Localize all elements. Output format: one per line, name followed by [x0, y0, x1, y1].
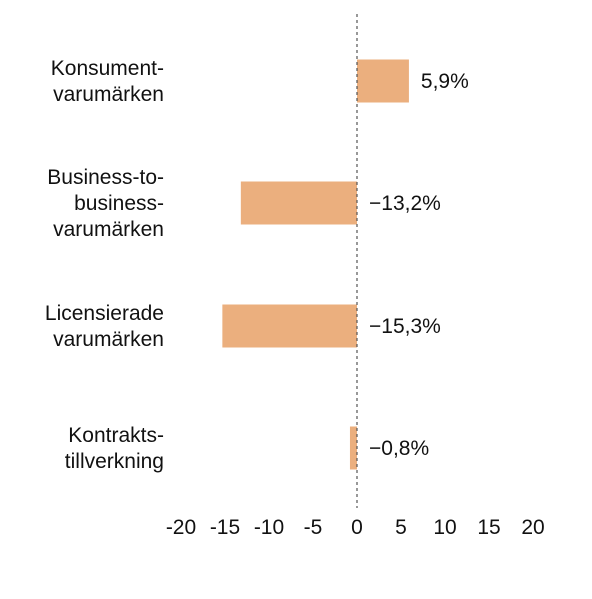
category-label-line: varumärken	[53, 83, 164, 106]
category-labels-layer: Konsument-varumärkenBusiness-to-business…	[45, 57, 164, 473]
category-label-line: varumärken	[53, 328, 164, 351]
value-labels-layer: 5,9% −13,2% −15,3% −0,8%	[369, 70, 469, 460]
x-tick-label: 0	[351, 516, 363, 539]
x-tick-label: -15	[210, 516, 240, 539]
bar-2	[222, 304, 357, 348]
x-axis-ticks-layer: -20 -15 -10 -5 0 5 10 15 20	[166, 516, 545, 539]
value-label-3: −0,8%	[369, 437, 429, 460]
category-label-line: tillverkning	[65, 450, 164, 473]
category-label-1: Business-to-business-varumärken	[47, 166, 164, 241]
bar-1	[240, 181, 357, 225]
x-tick-label: -10	[254, 516, 284, 539]
bar-0	[357, 59, 409, 103]
x-tick-label: -5	[304, 516, 323, 539]
value-label-1: −13,2%	[369, 192, 441, 215]
category-label-line: Kontrakts-	[68, 424, 164, 447]
x-tick-label: -20	[166, 516, 196, 539]
category-label-0: Konsument-varumärken	[51, 57, 164, 106]
x-tick-label: 15	[477, 516, 500, 539]
category-label-3: Kontrakts-tillverkning	[65, 424, 164, 473]
category-label-2: Licensierade varumärken	[45, 302, 164, 351]
category-label-line: Business-to-	[47, 166, 164, 189]
value-label-2: −15,3%	[369, 315, 441, 338]
category-label-line: Licensierade	[45, 302, 164, 325]
category-label-line: Konsument-	[51, 57, 164, 80]
x-tick-label: 20	[521, 516, 544, 539]
category-label-line: varumärken	[53, 218, 164, 241]
bar-3	[349, 426, 357, 470]
bars-layer	[222, 59, 409, 470]
x-tick-label: 5	[395, 516, 407, 539]
category-label-line: business-	[74, 192, 164, 215]
value-label-0: 5,9%	[421, 70, 469, 93]
x-tick-label: 10	[433, 516, 456, 539]
